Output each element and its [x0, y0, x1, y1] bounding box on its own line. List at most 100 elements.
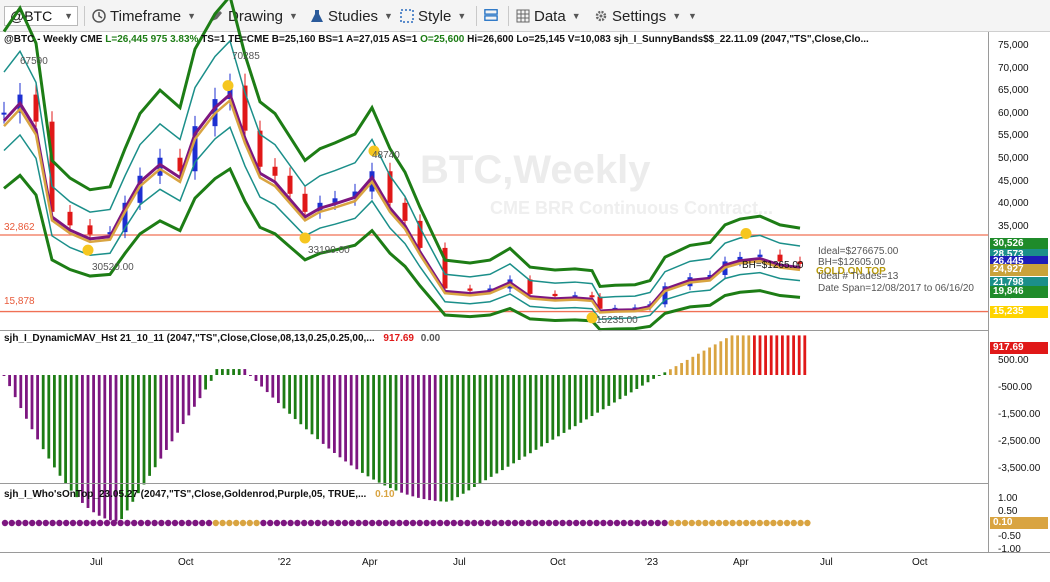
- drawing-button[interactable]: Drawing ▼: [210, 6, 298, 26]
- histogram-bar: [8, 375, 11, 387]
- time-label: '22: [278, 557, 292, 568]
- whos-on-top-dot: [273, 519, 281, 527]
- whos-on-top-dot: [69, 519, 77, 527]
- data-button[interactable]: Data ▼: [516, 6, 581, 26]
- chevron-down-icon[interactable]: ▼: [64, 11, 73, 21]
- price-candle: [257, 130, 263, 167]
- whos-on-top-dot: [532, 519, 539, 527]
- settings-label: Settings: [612, 8, 667, 25]
- whos-on-top-dot: [131, 519, 138, 527]
- whos-on-top-dot: [695, 519, 702, 527]
- layout-button[interactable]: [484, 6, 502, 26]
- dynamicmav-header: sjh_I_DynamicMAV_Hst 21_10_11 (2047,"TS"…: [4, 333, 440, 344]
- histogram-bar: [64, 375, 67, 484]
- whos-on-top-dot: [246, 519, 253, 527]
- swing-dot: [368, 145, 380, 157]
- histogram-bar: [758, 335, 762, 375]
- histogram-bar: [596, 375, 599, 413]
- histogram-bar: [265, 375, 269, 393]
- overflow-chevron-icon[interactable]: ▼: [688, 11, 697, 21]
- whos-on-top-dot: [22, 519, 29, 527]
- histogram-bar: [271, 375, 275, 398]
- lower-inner-band: [3, 126, 801, 320]
- whos-on-top-dot: [688, 519, 695, 527]
- time-label: Oct: [550, 557, 566, 568]
- whos-on-top-dot: [178, 519, 185, 527]
- whos-on-top-dot: [97, 519, 104, 527]
- low-label: 15235.00: [596, 315, 638, 326]
- header-high: Hi=26,600: [467, 34, 514, 45]
- whos-on-top-dot: [335, 519, 342, 527]
- timeframe-button[interactable]: Timeframe ▼: [92, 6, 196, 26]
- price-candle: [87, 225, 93, 235]
- price-label: 60,000: [998, 107, 1029, 119]
- style-label: Style: [418, 8, 452, 25]
- histogram-bar: [613, 375, 616, 403]
- histogram-bar: [389, 375, 392, 489]
- whos-on-top-dot: [783, 519, 791, 527]
- swing-dot: [82, 244, 94, 256]
- price-candle: [797, 261, 803, 264]
- style-button[interactable]: Style ▼: [400, 6, 466, 26]
- header-volume: V=10,083: [567, 34, 611, 45]
- histogram-bar: [775, 335, 779, 375]
- settings-button[interactable]: Settings ▼: [594, 6, 681, 26]
- whos-on-top-dot: [321, 519, 328, 527]
- whos-on-top-dot: [668, 519, 675, 527]
- whos-on-top-dot: [124, 519, 131, 527]
- trades-text: Ideal # Trades=13: [818, 271, 899, 282]
- histogram-bar: [137, 375, 140, 494]
- studies-button[interactable]: Studies ▼: [310, 6, 393, 26]
- dot-axis-label: 1.00: [998, 493, 1018, 504]
- histogram-bar: [534, 375, 538, 450]
- whos-on-top-dot: [287, 519, 294, 527]
- histogram-bar: [372, 375, 375, 480]
- histogram-bar: [277, 375, 280, 404]
- price-candle: [757, 254, 763, 257]
- whos-on-top-dot: [729, 519, 736, 527]
- whos-on-top-dot: [403, 519, 410, 527]
- histogram-bar: [282, 375, 286, 409]
- histogram-bar: [674, 366, 678, 375]
- whos-on-top-dot: [430, 519, 437, 527]
- histogram-bar: [165, 375, 168, 450]
- histogram-bar: [125, 375, 129, 511]
- header-open: O=25,600: [420, 34, 465, 45]
- histogram-bar: [629, 375, 633, 393]
- price-candle: [67, 211, 73, 226]
- histogram-bar: [797, 335, 801, 375]
- price-candle: [467, 288, 473, 291]
- price-candle: [33, 94, 39, 122]
- whos-on-top-dot: [804, 519, 811, 527]
- histogram-bar: [411, 375, 415, 497]
- whos-on-top-dot: [205, 519, 213, 527]
- whos-on-top-dot: [566, 519, 573, 527]
- pencil-icon: [212, 11, 222, 21]
- time-label: Jul: [820, 557, 833, 568]
- gear-icon: [595, 10, 607, 22]
- price-candle: [527, 279, 533, 294]
- price-candle: [417, 220, 423, 248]
- whos-on-top-dot: [511, 519, 519, 527]
- histogram-bar: [254, 375, 258, 381]
- histogram-bar: [153, 375, 157, 468]
- histogram-bar: [237, 369, 241, 375]
- histogram-bar: [741, 335, 745, 375]
- whos-on-top-dot: [158, 519, 165, 527]
- contract-watermark: CME BRR Continuous Contract...: [490, 198, 773, 218]
- header-te: TE=CME: [228, 34, 270, 45]
- histogram-bar: [58, 375, 62, 476]
- histogram-axis-label: 500.00: [998, 355, 1029, 366]
- whos-on-top-dot: [647, 519, 655, 527]
- price-candle: [662, 286, 668, 305]
- select-box-icon: [400, 9, 414, 23]
- whos-on-top-dot: [675, 519, 682, 527]
- whos-on-top-dot: [62, 519, 70, 527]
- histogram-bar: [333, 375, 336, 453]
- whos-on-top-dot: [280, 519, 287, 527]
- histogram-bar: [641, 375, 644, 386]
- whos-on-top-dot: [579, 519, 587, 527]
- header-percent: 3.83%: [170, 34, 199, 45]
- whos-on-top-dot: [661, 519, 668, 527]
